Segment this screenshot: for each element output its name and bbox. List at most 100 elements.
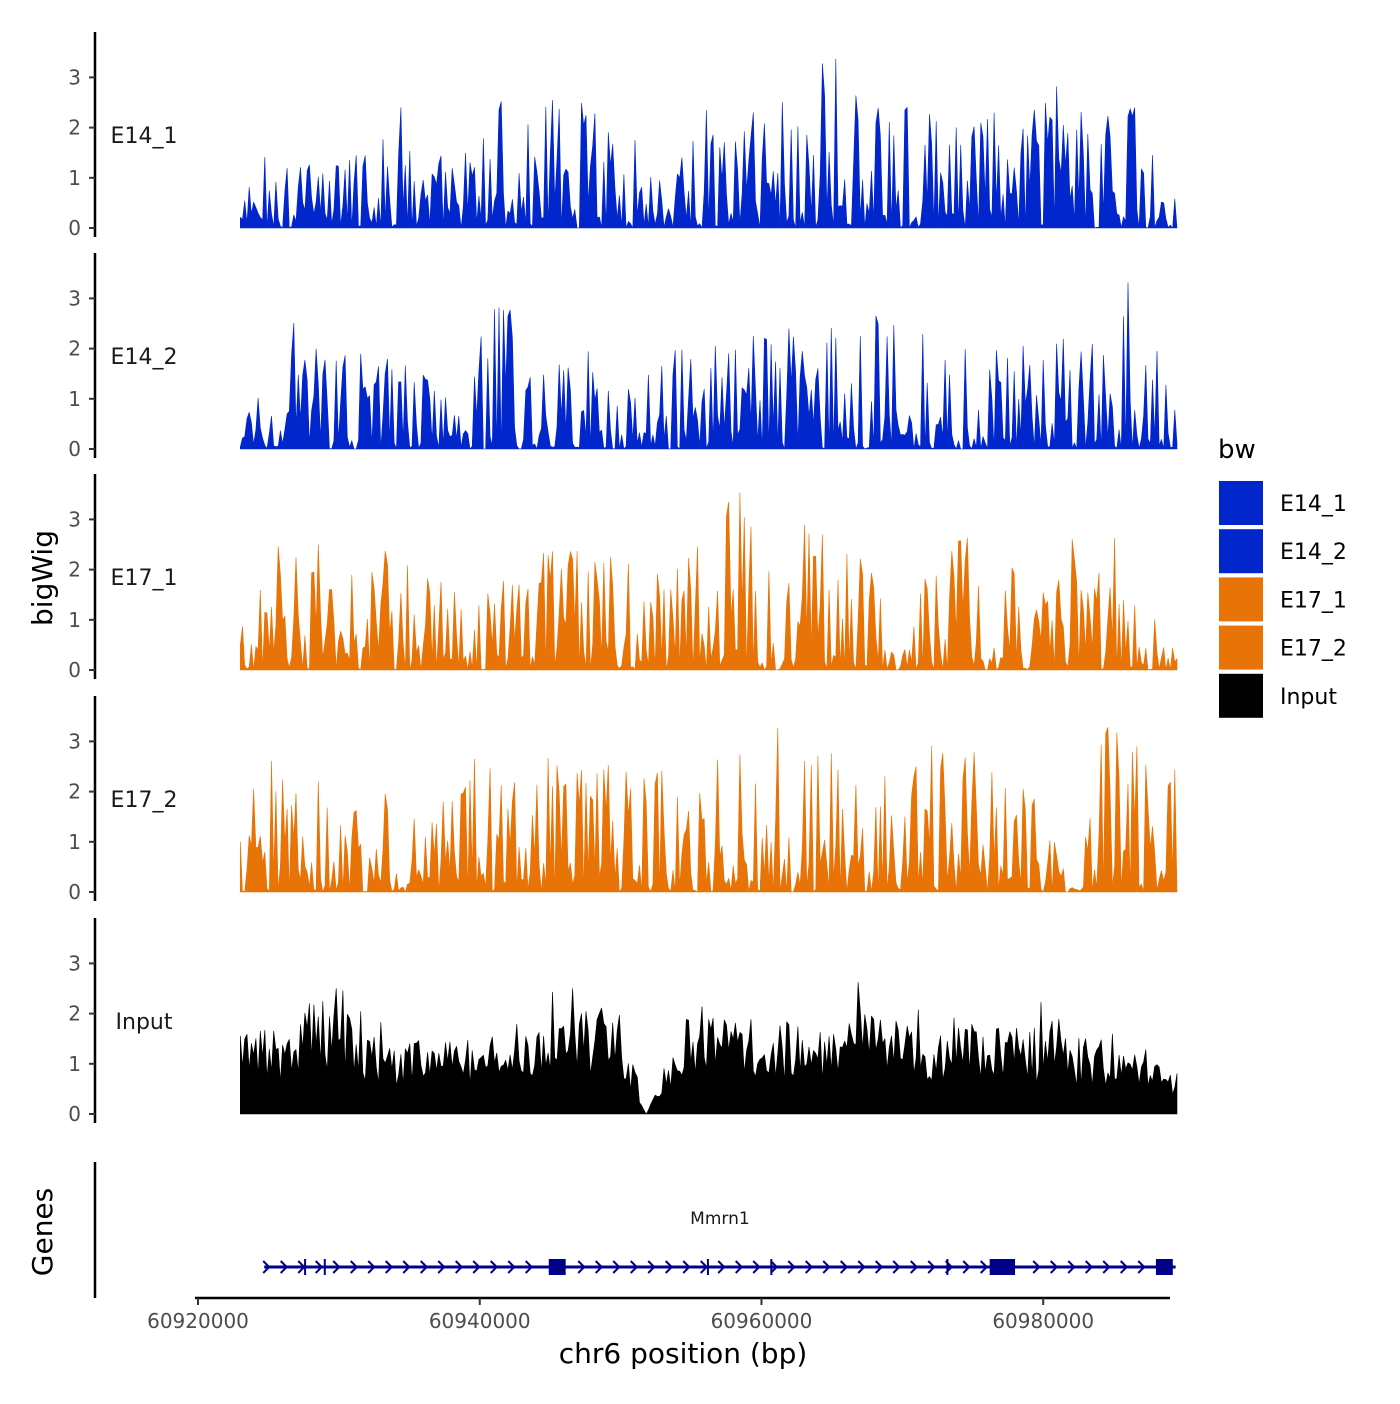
y-tick-label: 1 [68, 608, 81, 632]
exon-block [1155, 1259, 1173, 1275]
strand-arrow [875, 1260, 884, 1274]
strand-arrow [910, 1260, 919, 1274]
y-tick-label: 2 [68, 337, 81, 361]
strand-arrow [455, 1260, 464, 1274]
y-tick-label: 0 [68, 216, 81, 240]
strand-arrow [1120, 1260, 1129, 1274]
strand-arrow [647, 1260, 656, 1274]
strand-arrow [892, 1260, 901, 1274]
strand-arrow [367, 1260, 376, 1274]
y-tick-label: 1 [68, 166, 81, 190]
legend-label-input: Input [1280, 685, 1337, 710]
strand-arrow [1032, 1260, 1041, 1274]
x-tick-label: 60920000 [147, 1309, 249, 1333]
strand-arrow [332, 1260, 341, 1274]
strand-arrow [315, 1260, 324, 1274]
strand-arrow [1102, 1260, 1111, 1274]
strand-arrow [472, 1260, 481, 1274]
legend-label-e14-2: E14_2 [1280, 540, 1347, 565]
legend-title: bw [1218, 435, 1256, 465]
track-panel-e14-1: 0 1 2 3 E14_1 [68, 32, 1178, 240]
strand-arrow [402, 1260, 411, 1274]
y-tick-label: 2 [68, 558, 81, 582]
strand-arrow [840, 1260, 849, 1274]
strand-arrow [770, 1260, 779, 1274]
strand-arrow [262, 1260, 271, 1274]
track-panel-input: 0 1 2 3 Input [68, 918, 1178, 1126]
coverage-area-input [240, 982, 1178, 1115]
x-axis: chr6 position (bp) 60920000 60940000 60960… [147, 1296, 1170, 1370]
gene-mmrn1: Mmrn1 [262, 1209, 1176, 1275]
y-tick-label: 0 [68, 658, 81, 682]
track-label-input: Input [116, 1010, 173, 1035]
strand-arrow [752, 1260, 761, 1274]
track-label-e14-2: E14_2 [111, 345, 178, 370]
y-tick-label: 3 [68, 507, 81, 531]
y-tick-label: 0 [68, 437, 81, 461]
strand-arrow [682, 1260, 691, 1274]
exon-block [548, 1259, 566, 1275]
track-label-e17-1: E17_1 [111, 566, 178, 591]
strand-arrow [280, 1260, 289, 1274]
strand-arrow [822, 1260, 831, 1274]
y-axis-title: bigWig [26, 530, 59, 626]
track-panels: 0 1 2 3 E14_1 0 1 2 3 E14_2 0 1 2 3 E17_1 0 1 2 3 E17_2 0 1 2 3… [68, 32, 1178, 1126]
y-tick-label: 2 [68, 780, 81, 804]
x-tick-label: 60980000 [992, 1309, 1094, 1333]
coverage-area-e14-1 [240, 58, 1178, 229]
track-label-e17-2: E17_2 [111, 788, 178, 813]
strand-arrow [525, 1260, 534, 1274]
legend-swatch-e14-1 [1217, 479, 1265, 527]
strand-arrow [717, 1260, 726, 1274]
y-tick-label: 3 [68, 951, 81, 975]
strand-arrow [385, 1260, 394, 1274]
legend-swatch-e17-2 [1217, 623, 1265, 672]
strand-arrow [1067, 1260, 1076, 1274]
strand-arrow [507, 1260, 516, 1274]
exon-block [989, 1259, 1016, 1275]
strand-arrow [1085, 1260, 1094, 1274]
y-tick-label: 0 [68, 880, 81, 904]
coverage-area-e17-2 [240, 727, 1178, 893]
track-panel-e17-2: 0 1 2 3 E17_2 [68, 696, 1178, 904]
y-tick-label: 3 [68, 729, 81, 753]
strand-arrow [962, 1260, 971, 1274]
strand-arrow [490, 1260, 499, 1274]
legend-label-e14-1: E14_1 [1280, 492, 1347, 517]
track-label-e14-1: E14_1 [111, 124, 178, 149]
gene-panel: Genes Mmrn1 [26, 1162, 1176, 1298]
strand-arrow [980, 1260, 989, 1274]
y-tick-label: 3 [68, 65, 81, 89]
strand-arrow [350, 1260, 359, 1274]
strand-arrow [805, 1260, 814, 1274]
legend-swatch-e17-1 [1217, 575, 1265, 624]
strand-arrow [630, 1260, 639, 1274]
strand-arrow [1137, 1260, 1146, 1274]
strand-arrow [612, 1260, 621, 1274]
y-tick-label: 1 [68, 387, 81, 411]
coverage-area-e14-2 [240, 282, 1178, 450]
x-tick-label: 60940000 [429, 1309, 531, 1333]
y-tick-label: 2 [68, 116, 81, 140]
coverage-area-e17-1 [240, 492, 1178, 671]
strand-arrow [420, 1260, 429, 1274]
track-panel-e17-1: 0 1 2 3 E17_1 [68, 474, 1178, 682]
y-tick-label: 2 [68, 1002, 81, 1026]
x-tick-label: 60960000 [711, 1309, 813, 1333]
y-tick-label: 0 [68, 1102, 81, 1126]
strand-arrow [595, 1260, 604, 1274]
strand-arrow [700, 1260, 709, 1274]
strand-arrow [927, 1260, 936, 1274]
y-tick-label: 3 [68, 286, 81, 310]
gene-label: Mmrn1 [690, 1209, 750, 1229]
legend-swatch-e14-2 [1217, 527, 1265, 576]
legend-label-e17-1: E17_1 [1280, 588, 1347, 613]
strand-arrow [735, 1260, 744, 1274]
legend: bw E14_1 E14_2 E17_1 E17_2 Input [1217, 435, 1347, 720]
y-tick-label: 1 [68, 830, 81, 854]
strand-arrow [787, 1260, 796, 1274]
genes-axis-title: Genes [26, 1188, 59, 1276]
strand-arrow [577, 1260, 586, 1274]
